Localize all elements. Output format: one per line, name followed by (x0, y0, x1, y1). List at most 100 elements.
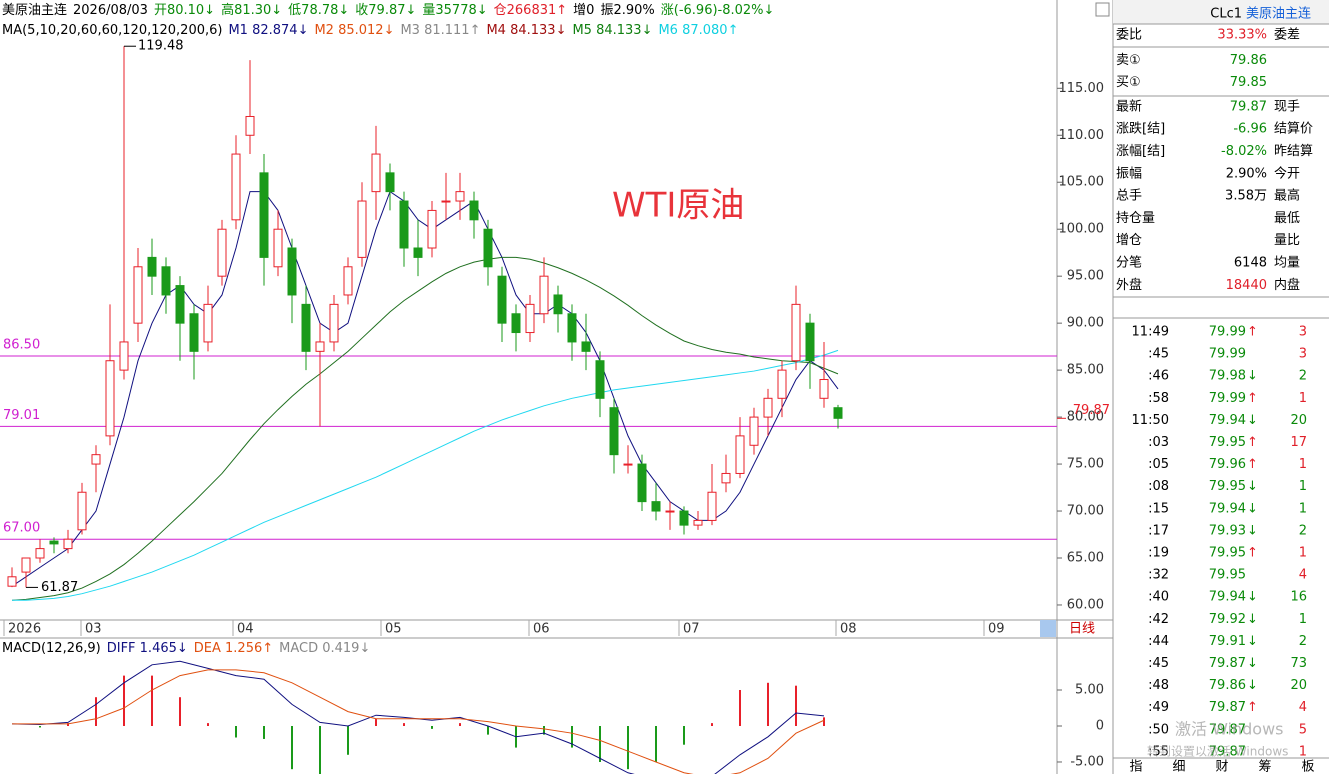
candle-body (427, 209, 437, 249)
trade-volume: 3 (1299, 347, 1307, 362)
trade-volume: 4 (1299, 568, 1307, 583)
quote-label: 买① (1116, 75, 1141, 90)
date-label: 05 (385, 622, 402, 637)
candle-body (371, 153, 381, 193)
candle-body (77, 491, 87, 531)
watermark: 转到设置以激活 Windows (1147, 744, 1288, 759)
trade-price: 79.94 (1209, 590, 1246, 605)
trade-time: :46 (1148, 369, 1169, 384)
candle-body (161, 266, 171, 296)
trade-price: 79.93 (1209, 523, 1246, 538)
trade-volume: 1 (1299, 479, 1307, 494)
candle-body (833, 407, 843, 419)
candle-body (273, 228, 283, 268)
ma-line (11, 256, 839, 601)
date-label: 08 (840, 622, 857, 637)
period-label[interactable]: 日线 (1069, 622, 1095, 637)
candle-body (777, 369, 787, 399)
date-label: 06 (533, 622, 550, 637)
trade-volume: 1 (1299, 501, 1307, 516)
trade-price: 79.94 (1209, 501, 1246, 516)
header-item: 高81.30↓ (221, 3, 283, 18)
quote-label: 增仓 (1116, 233, 1142, 248)
trade-arrow: ↓ (1247, 678, 1258, 693)
y-tick-label: 85.00 (1067, 363, 1104, 378)
candle-body (721, 472, 731, 484)
quote-value: 6148 (1234, 256, 1267, 271)
candle-body (609, 407, 619, 456)
candle-body (357, 200, 367, 258)
quote-value: 33.33% (1217, 28, 1267, 43)
trade-price: 79.87 (1209, 722, 1246, 737)
trade-volume: 17 (1290, 435, 1307, 450)
date-label: 07 (683, 622, 700, 637)
candle-body (511, 313, 521, 334)
candle-body (539, 275, 549, 315)
header-item: MA(5,10,20,60,60,120,120,200,6) (2, 23, 223, 38)
trade-price: 79.87 (1209, 656, 1246, 671)
date-label: 04 (237, 622, 254, 637)
last-price-label: 79.87 (1073, 403, 1110, 418)
trade-time: :48 (1148, 678, 1169, 693)
header-item: DEA 1.256↑ (193, 641, 274, 656)
y-tick-label: 70.00 (1067, 504, 1104, 519)
window-button[interactable] (1095, 2, 1110, 17)
quote-header-bg (1113, 0, 1329, 24)
trade-price: 79.91 (1209, 634, 1246, 649)
candle-body (497, 275, 507, 324)
candle-body (343, 266, 353, 296)
tab[interactable]: 财 (1215, 760, 1228, 774)
trade-time: :49 (1148, 700, 1169, 715)
header-item: 仓266831↑ (493, 3, 568, 18)
trade-volume: 1 (1299, 744, 1307, 759)
level-label: 79.01 (3, 408, 40, 423)
trade-price: 79.95 (1209, 546, 1246, 561)
candle-body (399, 200, 409, 249)
trade-time: 11:49 (1132, 325, 1169, 340)
trade-volume: 5 (1299, 722, 1307, 737)
header-item: M5 84.133↓ (572, 23, 653, 38)
tab[interactable]: 细 (1172, 760, 1185, 774)
trade-price: 79.94 (1209, 413, 1246, 428)
trade-arrow: ↓ (1247, 413, 1258, 428)
trade-arrow: ↓ (1247, 479, 1258, 494)
trade-arrow: ↑ (1247, 700, 1258, 715)
trade-volume: 1 (1299, 612, 1307, 627)
trade-price: 79.99 (1209, 347, 1246, 362)
level-label: 86.50 (3, 338, 40, 353)
quote-value: 79.85 (1230, 75, 1267, 90)
header-item: M6 87.080↑ (658, 23, 739, 38)
trade-arrow: ↑ (1247, 435, 1258, 450)
trade-arrow: ↑ (1247, 546, 1258, 561)
candle-body (623, 463, 633, 466)
trade-time: :03 (1148, 435, 1169, 450)
y-tick-label: 90.00 (1067, 316, 1104, 331)
tab[interactable]: 指 (1129, 760, 1142, 774)
tab[interactable]: 筹 (1258, 759, 1271, 774)
header-item: MACD 0.419↓ (279, 641, 371, 656)
trade-time: :17 (1148, 523, 1169, 538)
candle-body (819, 379, 829, 399)
macd-tick-label: 5.00 (1075, 683, 1104, 698)
trade-volume: 2 (1299, 369, 1307, 384)
candle-body (567, 313, 577, 343)
trade-time: :42 (1148, 612, 1169, 627)
trade-price: 79.95 (1209, 435, 1246, 450)
trade-time: :55 (1148, 744, 1169, 759)
trade-price: 79.96 (1209, 457, 1246, 472)
trade-time: :15 (1148, 501, 1169, 516)
y-tick-label: 95.00 (1067, 269, 1104, 284)
quote-label: 涨跌[结] (1116, 121, 1165, 137)
trade-arrow: ↑ (1247, 325, 1258, 340)
scroll-thumb[interactable] (1040, 620, 1056, 637)
macd-tick-label: -5.00 (1070, 754, 1104, 769)
candle-body (693, 519, 703, 526)
tab[interactable]: 板 (1301, 760, 1314, 774)
header-item: MACD(12,26,9) (2, 641, 101, 656)
trade-time: :19 (1148, 546, 1169, 561)
quote-value: -8.02% (1221, 144, 1267, 159)
header-item: M2 85.012↓ (314, 23, 395, 38)
candle-body (203, 303, 213, 343)
quote-value: 79.86 (1230, 53, 1267, 68)
header-item: 低78.78↓ (288, 3, 350, 18)
